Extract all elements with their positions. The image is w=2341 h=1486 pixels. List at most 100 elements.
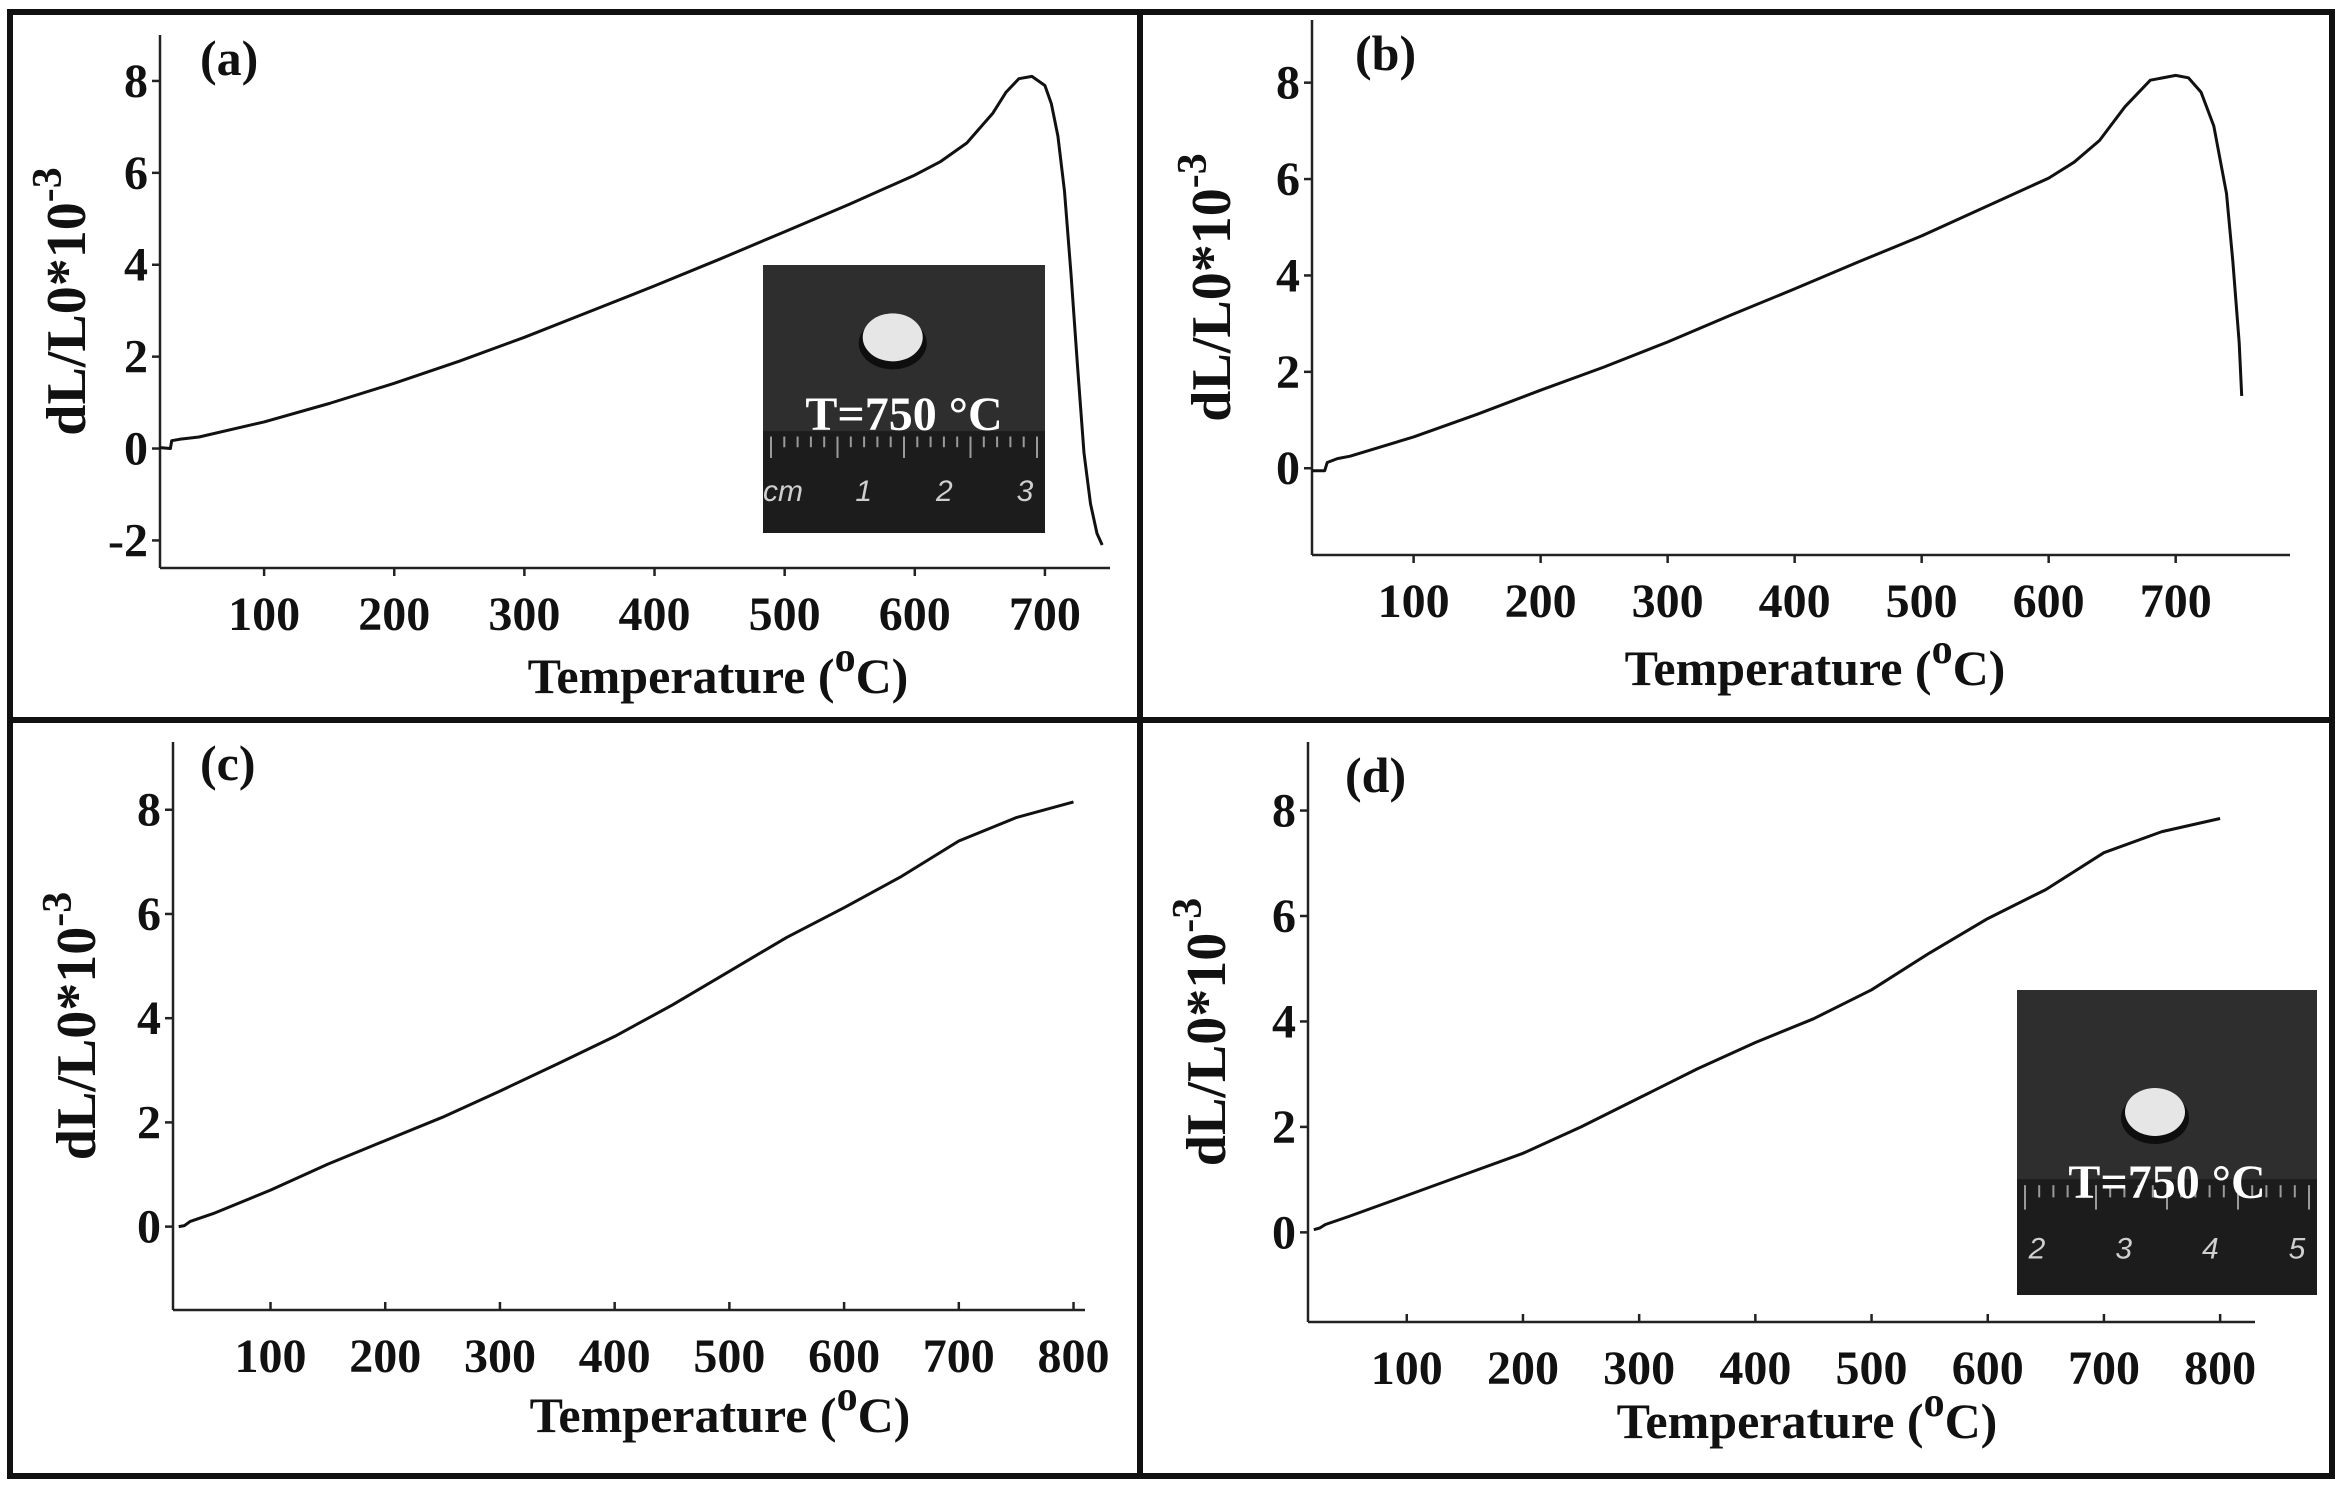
- ruler-label: 1: [855, 475, 872, 508]
- y-axis-label-sup: -3: [1165, 898, 1211, 933]
- x-axis-label: Temperature (oC): [1625, 627, 2006, 696]
- x-tick-label: 400: [619, 588, 691, 641]
- y-tick-label: 6: [137, 888, 161, 941]
- x-tick-label: 300: [1603, 1342, 1675, 1395]
- x-tick-label: 300: [488, 588, 560, 641]
- inset-caption: T=750 °C: [805, 388, 1002, 441]
- y-axis-label-text: dL/L0*10: [1181, 188, 1243, 421]
- ruler-label: 2: [935, 475, 953, 508]
- x-tick-label: 600: [808, 1330, 880, 1383]
- y-tick-label: 0: [124, 423, 148, 476]
- y-tick-label: 6: [124, 147, 148, 200]
- x-tick-label: 200: [1505, 575, 1577, 628]
- y-tick-label: 2: [1272, 1101, 1296, 1154]
- x-tick-label: 500: [1836, 1342, 1908, 1395]
- y-tick-label: 0: [137, 1201, 161, 1254]
- ruler-label: 5: [2289, 1232, 2306, 1265]
- outer-frame: [7, 9, 2335, 1479]
- x-tick-label: 300: [464, 1330, 536, 1383]
- x-tick-label: 700: [923, 1330, 995, 1383]
- y-tick-label: 8: [1276, 57, 1300, 110]
- series-line: [1312, 73, 2244, 473]
- x-tick-label: 400: [1719, 1342, 1791, 1395]
- y-axis-label-text: dL/L0*10: [36, 202, 98, 435]
- x-axis-label-unit: C): [858, 1387, 911, 1443]
- series-line: [178, 800, 1074, 1229]
- y-axis-label: dL/L0*10-3: [1170, 153, 1243, 421]
- inset-photo: 2 3 4 5 T=750 °C: [2017, 990, 2317, 1295]
- x-tick-label: 200: [1487, 1342, 1559, 1395]
- y-axis-label: dL/L0*10-3: [25, 167, 98, 435]
- y-tick-label: 8: [1272, 785, 1296, 838]
- x-tick-label: 600: [1952, 1342, 2024, 1395]
- ruler-label: 4: [2202, 1232, 2219, 1265]
- x-tick-label: 800: [1038, 1330, 1110, 1383]
- y-axis-label: dL/L0*10-3: [1165, 898, 1238, 1166]
- x-tick-label: 100: [1378, 575, 1450, 628]
- series-line: [159, 74, 1104, 546]
- y-tick-label: 0: [1276, 442, 1300, 495]
- x-axis-label-text: Temperature (: [1625, 640, 1932, 696]
- x-axis-label-sup: o: [1924, 1380, 1945, 1426]
- panel-label: (c): [200, 735, 256, 791]
- y-tick-label: -2: [108, 514, 148, 567]
- inset-photo: cm 1 2 3 T=750 °C: [763, 265, 1045, 533]
- y-axis-label-text: dL/L0*10: [46, 927, 108, 1160]
- x-axis-label: Temperature (oC): [1617, 1380, 1998, 1449]
- x-tick-label: 100: [1371, 1342, 1443, 1395]
- panel-a: 100 200 300 400 500 600 700 -2 0 2 4 6 8 cm 1 2 3 T=750 °…: [25, 30, 1110, 704]
- panel-frames: [7, 9, 2335, 1479]
- sample-pellet: [862, 313, 923, 362]
- x-tick-label: 800: [2184, 1342, 2256, 1395]
- x-tick-label: 700: [2140, 575, 2212, 628]
- x-tick-label: 700: [2068, 1342, 2140, 1395]
- y-tick-label: 4: [137, 992, 161, 1045]
- x-tick-label: 700: [1009, 588, 1081, 641]
- panel-b: 100 200 300 400 500 600 700 0 2 4 6 8 (b) Temperature…: [1170, 20, 2290, 696]
- sample-pellet: [2125, 1088, 2185, 1136]
- panel-d: 100 200 300 400 500 600 700 800 0 2 4 6 8 2 3 4 5 T=750 °…: [1165, 742, 2317, 1449]
- y-axis-label-sup: -3: [1170, 153, 1216, 188]
- y-tick-label: 8: [124, 55, 148, 108]
- x-axis-label-sup: o: [1932, 627, 1953, 673]
- x-tick-label: 100: [228, 588, 300, 641]
- y-tick-label: 4: [124, 239, 148, 292]
- x-axis-label-text: Temperature (: [1617, 1393, 1924, 1449]
- y-tick-label: 2: [124, 331, 148, 384]
- ruler-label: 3: [1017, 475, 1034, 508]
- x-axis-label: Temperature (oC): [530, 1374, 911, 1443]
- x-axis-label-unit: C): [1953, 640, 2006, 696]
- y-tick-label: 2: [1276, 346, 1300, 399]
- x-axis-label: Temperature (oC): [528, 635, 909, 704]
- y-axis-label-sup: -3: [25, 167, 71, 202]
- y-axis-label: dL/L0*10-3: [35, 892, 108, 1160]
- panel-label: (a): [200, 30, 258, 86]
- panel-label: (d): [1345, 747, 1406, 803]
- inset-caption: T=750 °C: [2068, 1156, 2265, 1209]
- y-tick-label: 0: [1272, 1206, 1296, 1259]
- x-axis-label-text: Temperature (: [528, 648, 835, 704]
- x-axis-label-text: Temperature (: [530, 1387, 837, 1443]
- x-tick-label: 500: [749, 588, 821, 641]
- y-tick-label: 8: [137, 784, 161, 837]
- ruler-label: 2: [2028, 1232, 2046, 1265]
- x-axis-label-unit: C): [856, 648, 909, 704]
- y-axis-label-sup: -3: [35, 892, 81, 927]
- panel-c: 100 200 300 400 500 600 700 800 0 2 4 6 8 (c) Temperat…: [35, 735, 1110, 1443]
- y-axis-label-text: dL/L0*10: [1176, 933, 1238, 1166]
- x-tick-label: 200: [349, 1330, 421, 1383]
- x-axis-label-sup: o: [837, 1374, 858, 1420]
- x-tick-label: 200: [358, 588, 430, 641]
- x-axis-label-unit: C): [1945, 1393, 1998, 1449]
- ruler-label: 3: [2115, 1232, 2132, 1265]
- x-tick-label: 100: [235, 1330, 307, 1383]
- x-tick-label: 600: [2013, 575, 2085, 628]
- x-tick-label: 400: [1759, 575, 1831, 628]
- x-tick-label: 500: [693, 1330, 765, 1383]
- y-tick-label: 4: [1276, 249, 1300, 302]
- y-tick-label: 6: [1272, 890, 1296, 943]
- y-tick-label: 2: [137, 1096, 161, 1149]
